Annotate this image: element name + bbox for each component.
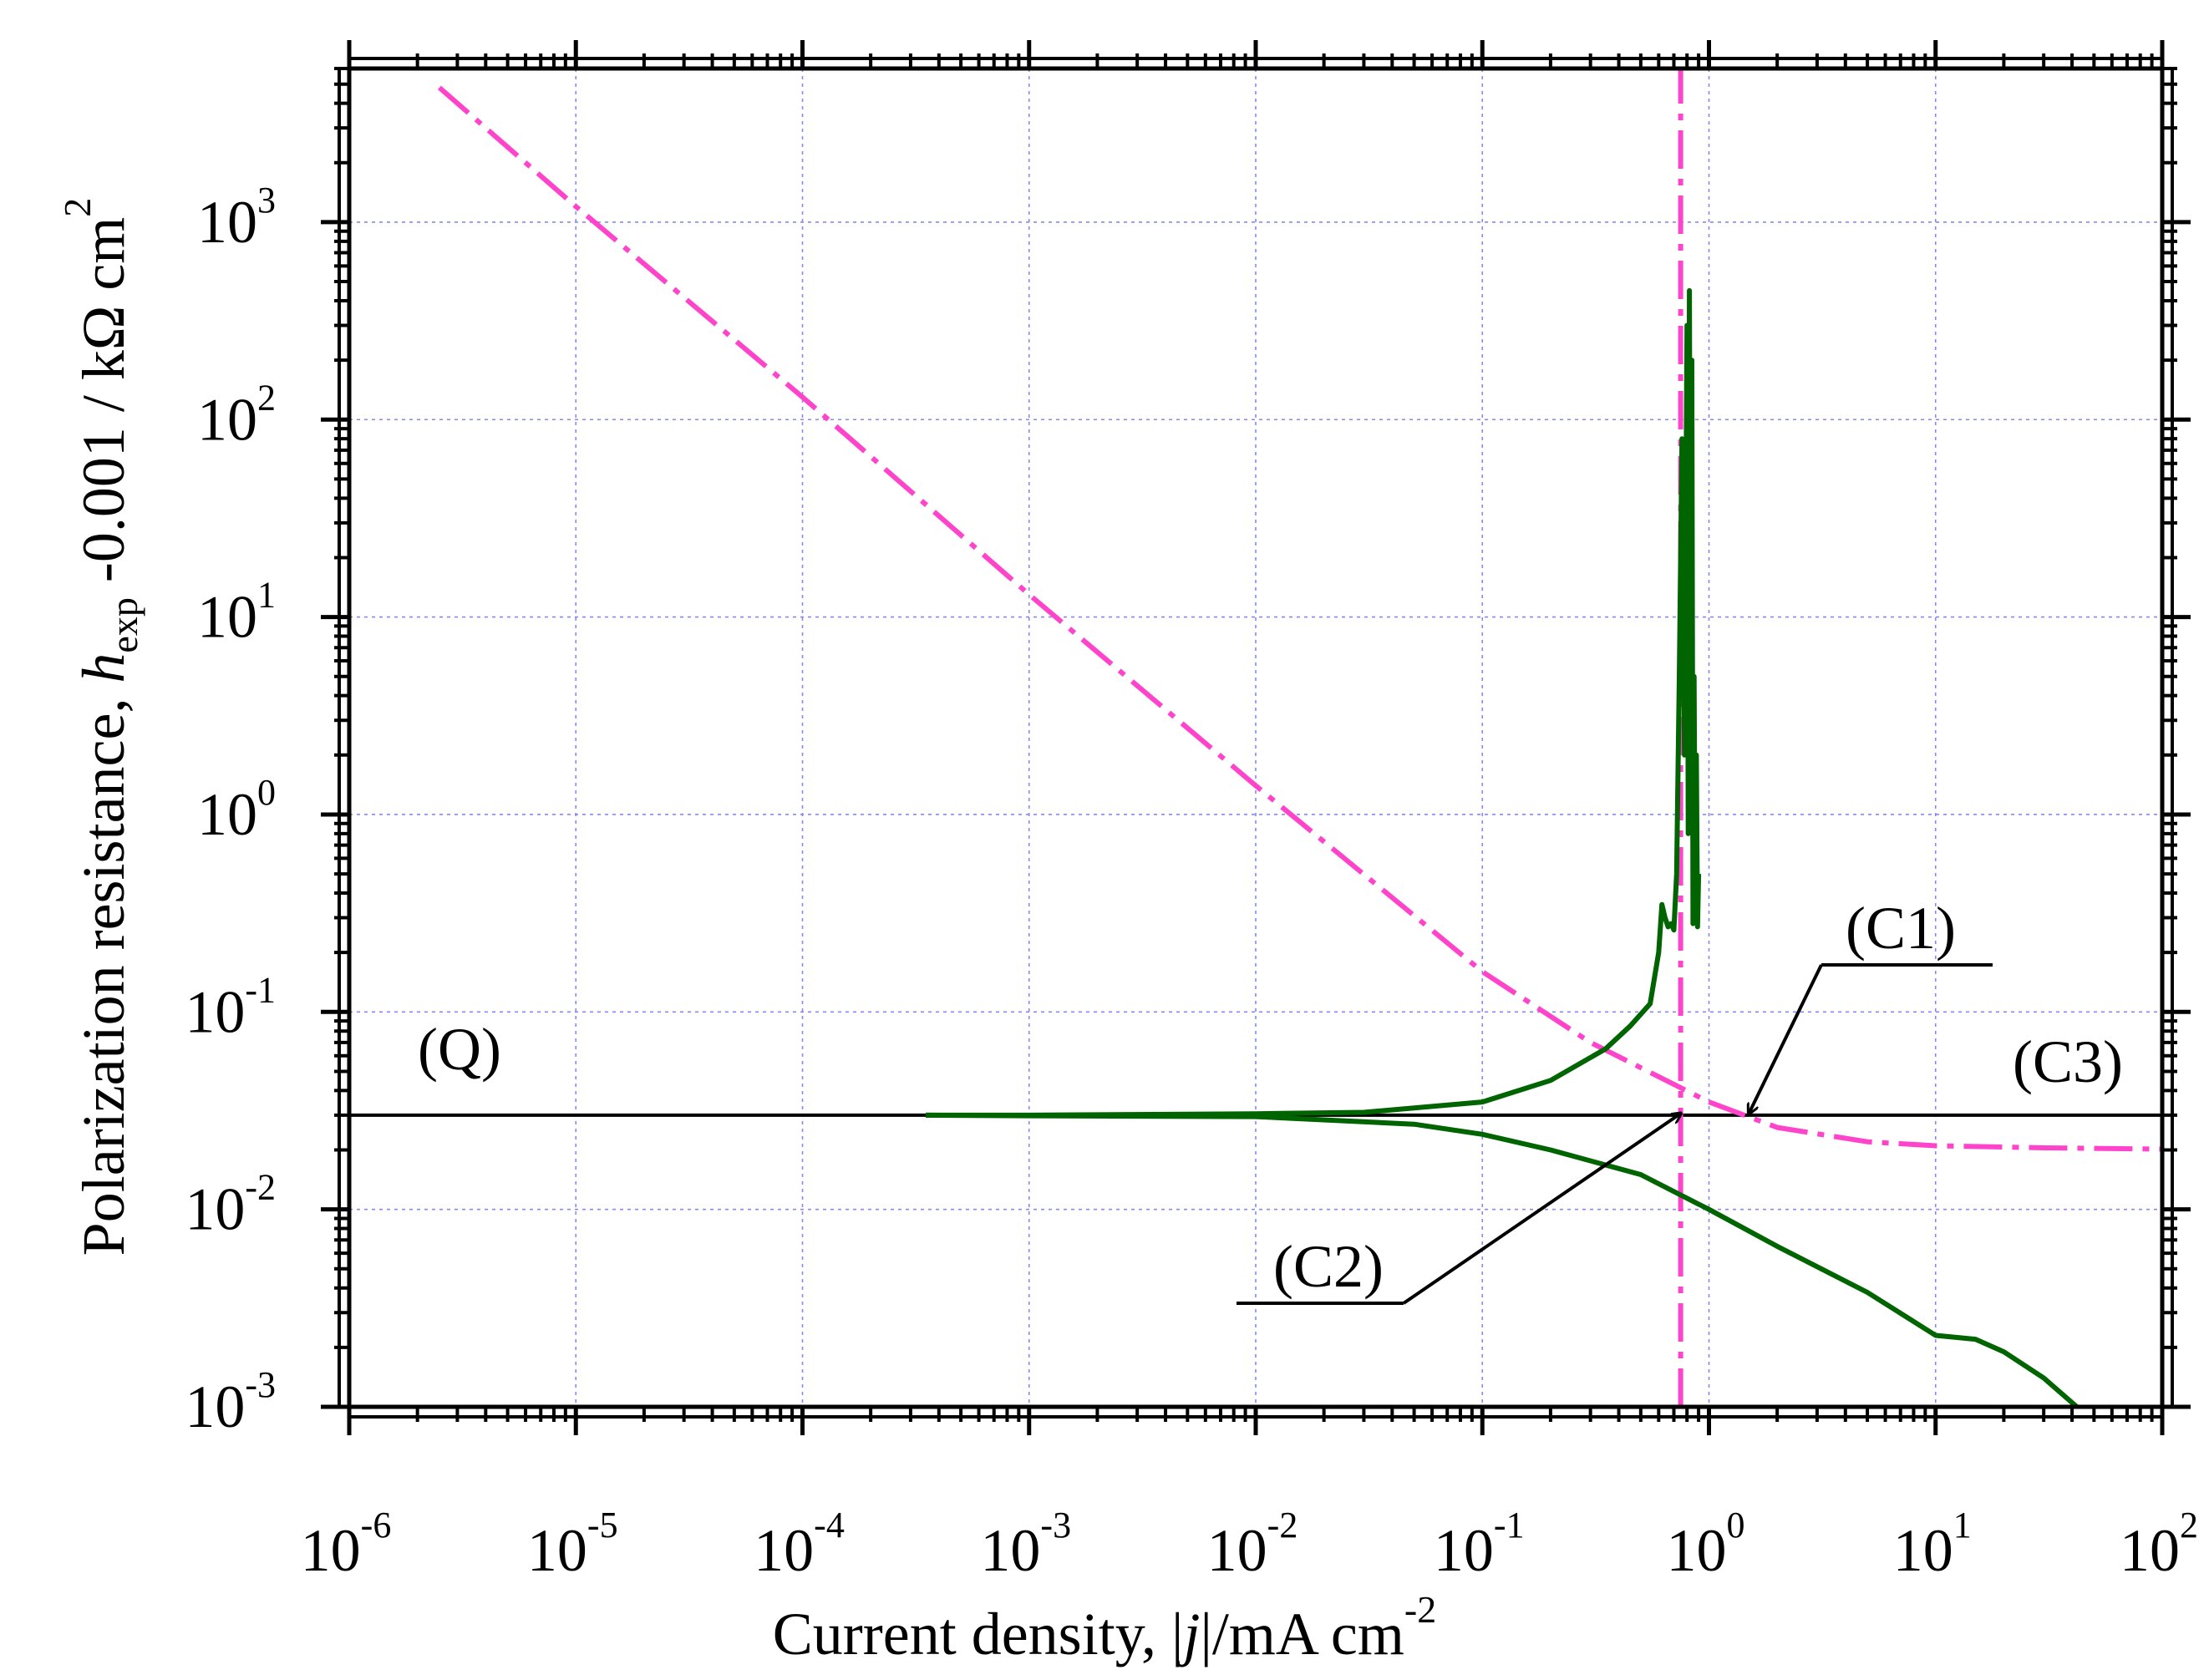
- series-experimental-upper-branch: [926, 287, 1702, 1118]
- annotation-arrow: [1749, 964, 1823, 1114]
- y-tick-label: 10-1: [185, 969, 276, 1045]
- annotation-label: (C1): [1846, 895, 1956, 962]
- y-tick-label: 100: [197, 772, 276, 848]
- y-tick-label: 102: [197, 377, 276, 453]
- y-axis-title: Polarization resistance, hexp -0.001 / k…: [56, 198, 145, 1256]
- annotation-label: (C2): [1273, 1233, 1384, 1300]
- y-tick-label: 101: [197, 575, 276, 651]
- x-tick-label: 101: [1893, 1505, 1972, 1584]
- annotation-label: (C3): [2013, 1028, 2123, 1095]
- x-axis-title: Current density, |j|/mA cm-2: [773, 1588, 1436, 1667]
- y-tick-label: 10-2: [185, 1167, 276, 1243]
- x-tick-label: 100: [1667, 1505, 1745, 1584]
- annotation-label: (Q): [418, 1016, 501, 1083]
- x-tick-label: 102: [2120, 1505, 2198, 1584]
- series-layer: [349, 69, 2163, 1409]
- x-tick-label: 10-6: [301, 1505, 392, 1584]
- series-experimental-lower-branch: [926, 1112, 2079, 1409]
- x-tick-label: 10-1: [1434, 1505, 1525, 1584]
- y-tick-label: 103: [197, 180, 276, 256]
- axis-layer: 10-6 10-5 10-4 10-3 10-2 10-1 100 101 102 10-3 10-…: [185, 40, 2198, 1584]
- annotation-layer: (Q) (C1) (C2) (C3): [418, 895, 2123, 1305]
- grid-layer: [348, 69, 2163, 1408]
- x-tick-label: 10-4: [754, 1505, 845, 1584]
- x-tick-label: 10-2: [1207, 1505, 1298, 1584]
- y-tick-label: 10-3: [185, 1364, 276, 1440]
- series-theoretical-curve: [437, 85, 2163, 1152]
- x-tick-label: 10-5: [527, 1505, 618, 1584]
- x-tick-label: 10-3: [980, 1505, 1071, 1584]
- annotation-arrow: [1402, 1114, 1681, 1305]
